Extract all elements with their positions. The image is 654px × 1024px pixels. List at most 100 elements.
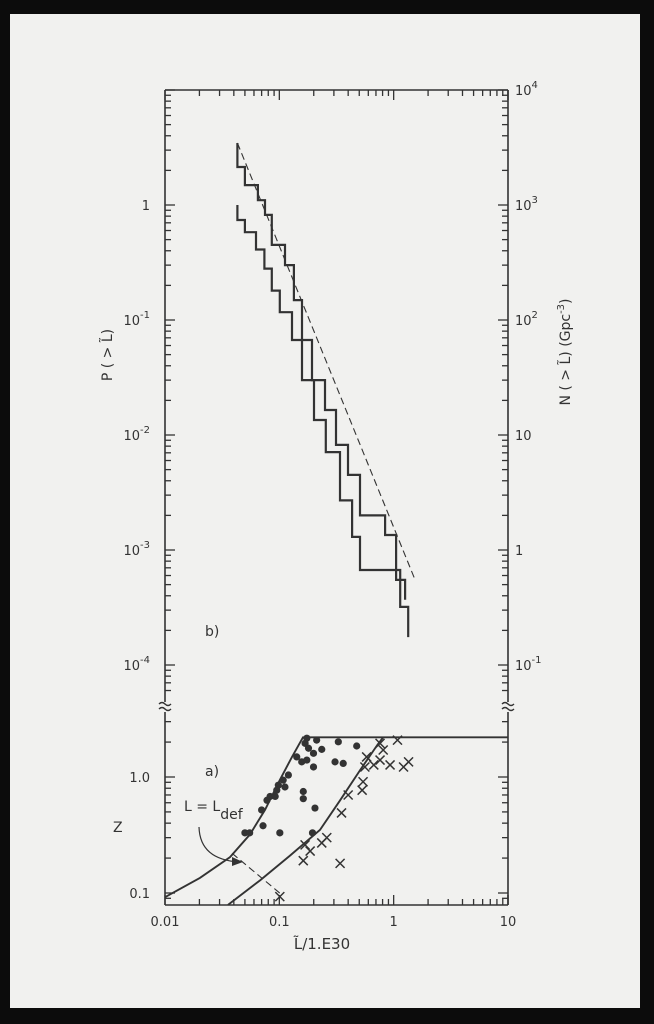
x-axis-title: L̃/1.E30 — [293, 934, 350, 953]
y-tick-label-right-exponent: 2 — [532, 310, 538, 321]
panel-label-b: b) — [205, 624, 219, 640]
data-point-cross — [398, 761, 409, 773]
data-point-dot — [246, 829, 254, 837]
x-tick-label: 10 — [500, 915, 517, 930]
data-point-dot — [309, 763, 318, 771]
data-point-dot — [263, 796, 271, 804]
data-point-cross — [368, 759, 379, 770]
y-tick-label-right-exponent: 3 — [532, 195, 538, 206]
data-point-cross — [378, 744, 389, 756]
data-point-dot — [258, 806, 266, 814]
y-axis-title-left: P ( > L̃) — [99, 329, 116, 381]
data-point-cross — [305, 846, 316, 857]
step-curve-2 — [236, 205, 410, 638]
y-tick-label-right-base: 1 — [515, 544, 523, 559]
y-tick-label-left: 10-3 — [123, 540, 150, 559]
data-point-dot — [303, 756, 311, 764]
y-tick-label-right-base: 10 — [515, 84, 532, 99]
y-tick-label-panel-a: 1.0 — [129, 771, 150, 786]
data-point-cross — [343, 789, 354, 800]
y-tick-label-right-base: 10 — [515, 429, 532, 444]
y-tick-label-left-exponent: -2 — [140, 425, 150, 436]
data-point-cross — [300, 839, 311, 850]
data-point-dot — [311, 804, 319, 812]
data-point-dot — [259, 822, 267, 830]
data-point-cross — [392, 735, 403, 746]
data-point-cross — [316, 837, 327, 848]
fit-line-dashed — [236, 142, 416, 581]
y-tick-label-left: 10-4 — [123, 655, 150, 674]
y-tick-label-right: 102 — [515, 310, 538, 329]
y-tick-label-left-base: 10 — [123, 429, 140, 444]
data-point-cross — [375, 755, 386, 766]
data-point-dot — [279, 776, 287, 784]
data-point-dot — [318, 745, 326, 753]
data-point-dot — [273, 786, 281, 794]
data-point-dot — [353, 742, 361, 750]
y-tick-label-right-exponent: -1 — [532, 655, 542, 666]
data-point-cross — [336, 807, 347, 818]
y-tick-label-left: 10-2 — [123, 425, 150, 444]
data-point-dot — [304, 744, 313, 752]
data-point-dot — [299, 787, 307, 796]
y-axis-title-right-exponent: -3 — [556, 304, 567, 314]
y-axis-title-panel-a: Z — [113, 820, 123, 836]
y-tick-label-left-base: 10 — [123, 659, 140, 674]
data-point-cross — [358, 776, 369, 787]
arrowhead-icon — [232, 857, 243, 866]
data-point-dot — [271, 792, 279, 801]
annotation-l-equals-ldef: L = Ldef — [184, 799, 244, 823]
data-point-cross — [298, 855, 309, 866]
data-point-dot — [339, 759, 347, 767]
panel-label-a: a) — [205, 764, 219, 780]
data-point-dot — [309, 749, 318, 757]
axis-break-icon — [501, 701, 515, 707]
y-tick-label-left: 10-1 — [123, 310, 150, 329]
y-tick-label-right-exponent: 4 — [532, 80, 538, 91]
data-point-dot — [281, 783, 289, 791]
step-curve-1 — [236, 143, 407, 600]
y-tick-label-left-exponent: -3 — [140, 540, 150, 551]
axis-break-gap — [502, 702, 514, 712]
y-tick-label-left-base: 10 — [123, 544, 140, 559]
y-tick-label-right-base: 10 — [515, 314, 532, 329]
data-point-cross — [375, 738, 386, 749]
annotation-arrow — [198, 826, 241, 863]
data-point-cross — [335, 858, 346, 869]
y-tick-label-right-base: 10 — [515, 199, 532, 214]
data-point-cross — [385, 759, 396, 770]
y-tick-label-right-base: 10 — [515, 659, 532, 674]
y-tick-label-left-base: 10 — [123, 314, 140, 329]
axis-break-icon — [158, 701, 172, 707]
annotation-subscript: def — [220, 807, 244, 823]
data-point-cross — [361, 751, 372, 762]
data-point-cross — [357, 785, 368, 796]
data-point-dot — [284, 771, 292, 779]
y-tick-label-left-exponent: -1 — [140, 310, 150, 321]
axis-break-gap — [159, 702, 171, 712]
y-tick-label-left-base: 1 — [142, 199, 150, 214]
limit-curve-dashed — [231, 852, 283, 896]
y-tick-label-left-exponent: -4 — [140, 655, 150, 666]
y-tick-label-right: 10 — [515, 429, 532, 444]
data-point-dot — [313, 736, 321, 744]
x-tick-label: 0.01 — [151, 915, 180, 930]
data-point-cross — [274, 891, 285, 902]
y-tick-label-right: 103 — [515, 195, 538, 214]
y-axis-title-right: N ( > L̃) (Gpc-3) — [556, 298, 574, 405]
data-point-dot — [308, 829, 317, 837]
axis-break-icon — [501, 706, 515, 712]
y-axis-title-right-text: N ( > L̃) (Gpc — [557, 314, 574, 406]
data-point-cross — [359, 761, 370, 773]
model-curve-2 — [227, 736, 384, 906]
y-tick-label-panel-a: 0.1 — [129, 887, 150, 902]
x-tick-label: 0.1 — [269, 915, 290, 930]
axis-break-icon — [158, 706, 172, 712]
y-axis-title-right-tail: ) — [558, 298, 574, 303]
data-point-dot — [293, 753, 301, 761]
y-tick-label-right: 10-1 — [515, 655, 542, 674]
y-tick-label-left: 1 — [142, 199, 150, 214]
slide-frame — [10, 14, 640, 1008]
y-tick-label-right: 1 — [515, 544, 523, 559]
